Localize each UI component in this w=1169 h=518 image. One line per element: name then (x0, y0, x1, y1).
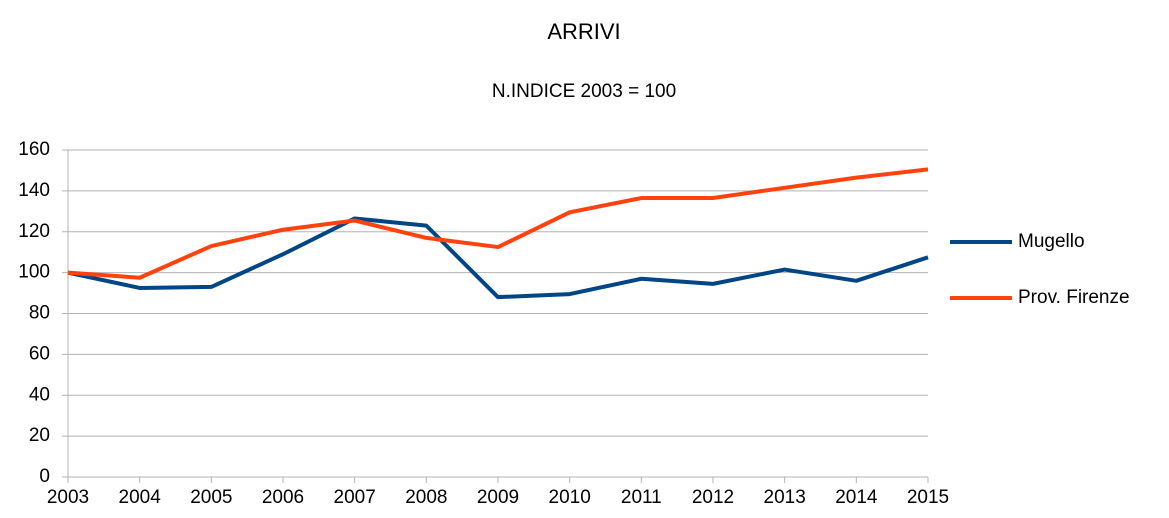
x-tick-label: 2010 (549, 487, 591, 508)
y-tick-label: 140 (18, 180, 50, 201)
y-tick-label: 160 (18, 139, 50, 160)
y-tick-label: 0 (39, 466, 50, 487)
x-tick-label: 2014 (835, 487, 878, 508)
x-tick-label: 2013 (764, 487, 806, 508)
x-tick-label: 2005 (190, 487, 232, 508)
y-tick-label: 100 (18, 262, 50, 283)
x-tick-label: 2008 (405, 487, 447, 508)
series-line (67, 216, 929, 300)
legend-label: Mugello (1018, 231, 1085, 252)
x-tick-label: 2015 (907, 487, 949, 508)
y-tick-label: 40 (29, 384, 50, 405)
x-tick-label: 2003 (47, 487, 89, 508)
chart-title: ARRIVI (547, 19, 620, 44)
legend-label: Prov. Firenze (1018, 287, 1130, 308)
y-tick-label: 60 (29, 343, 50, 364)
x-tick-label: 2009 (477, 487, 519, 508)
chart-subtitle: N.INDICE 2003 = 100 (492, 81, 676, 102)
y-tick-label: 120 (18, 221, 50, 242)
x-tick-label: 2011 (621, 487, 662, 508)
x-tick-label: 2006 (262, 487, 304, 508)
y-tick-label: 80 (29, 303, 50, 324)
x-tick-label: 2007 (334, 487, 376, 508)
y-tick-label: 20 (29, 425, 50, 446)
series-line (67, 167, 929, 280)
x-tick-label: 2004 (119, 487, 162, 508)
x-tick-label: 2012 (692, 487, 734, 508)
